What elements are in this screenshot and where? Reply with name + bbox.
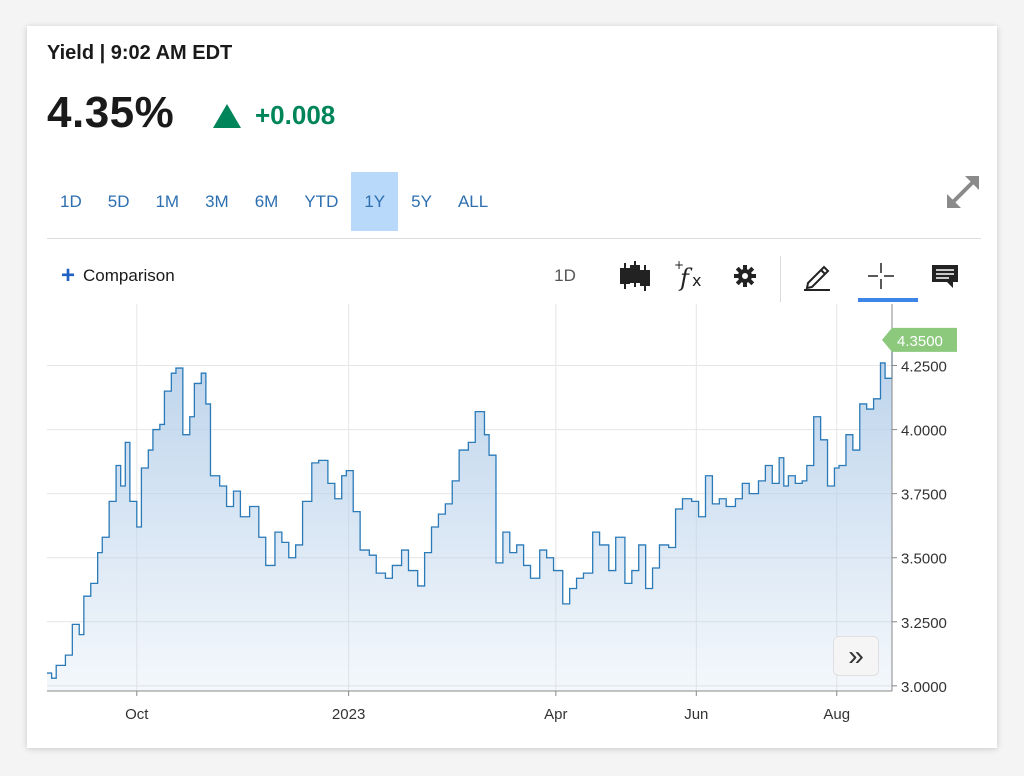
double-chevron-right-icon: » — [848, 640, 864, 671]
chart-toolbar: 1D + f x — [27, 256, 997, 302]
last-value-badge — [882, 327, 957, 352]
current-yield: 4.35% — [47, 88, 175, 137]
settings-button[interactable] — [727, 256, 763, 296]
chart-card: Yield | 9:02 AM EDT 4.35% +0.008 1D 5D 1M 3… — [27, 26, 997, 748]
page-title: Yield | 9:02 AM EDT — [47, 42, 233, 64]
y-tick-label: 3.7500 — [901, 487, 947, 504]
triangle-up-icon — [213, 103, 241, 128]
function-icon: + f x — [674, 260, 701, 292]
comment-icon — [932, 265, 958, 288]
x-tick-label: 2023 — [332, 706, 365, 723]
plus-icon: + — [61, 262, 76, 289]
expand-icon[interactable] — [943, 172, 983, 212]
range-tab-1d[interactable]: 1D — [60, 191, 82, 211]
change-value: +0.008 — [255, 100, 336, 130]
x-tick-label: Aug — [823, 706, 850, 723]
change-group: +0.008 — [213, 100, 335, 131]
yield-chart[interactable]: 3.0000 3.2500 3.5000 3.7500 4.0000 4.2500 Oct 2… — [27, 26, 997, 748]
scroll-latest-button[interactable]: » — [833, 636, 879, 676]
crosshair-icon — [868, 263, 894, 289]
candlestick-button[interactable] — [617, 256, 653, 296]
range-tab-6m[interactable]: 6M — [254, 191, 279, 211]
interval-button[interactable]: 1D — [547, 256, 583, 296]
x-tick-label: Oct — [125, 706, 149, 723]
range-tab-3m[interactable]: 3M — [205, 191, 229, 211]
range-tab-1y[interactable]: 1Y — [351, 172, 399, 231]
gear-icon — [734, 265, 756, 287]
toolbar-separator — [780, 256, 781, 302]
candlestick-icon — [620, 261, 650, 291]
interval-label: 1D — [554, 266, 576, 285]
svg-text:x: x — [692, 271, 701, 290]
y-tick-label: 3.0000 — [901, 679, 947, 696]
y-tick-label: 3.5000 — [901, 551, 947, 568]
range-tab-1m[interactable]: 1M — [155, 191, 180, 211]
y-tick-label: 3.2500 — [901, 615, 947, 632]
x-tick-label: Apr — [544, 706, 567, 723]
series-area — [47, 339, 892, 691]
crosshair-button[interactable] — [863, 256, 899, 296]
add-comparison-button[interactable]: + Comparison — [61, 262, 175, 289]
draw-button[interactable] — [799, 256, 835, 296]
indicators-button[interactable]: + f x — [671, 256, 707, 296]
comparison-label: Comparison — [83, 266, 175, 285]
range-tab-5y[interactable]: 5Y — [411, 191, 432, 211]
range-tab-all[interactable]: ALL — [457, 191, 489, 211]
series-line — [47, 339, 893, 679]
pencil-icon — [804, 265, 830, 291]
range-tab-ytd[interactable]: YTD — [304, 191, 339, 211]
y-tick-label: 4.2500 — [901, 359, 947, 376]
last-value-label: 4.3500 — [897, 333, 943, 350]
range-selector: 1D 5D 1M 3M 6M YTD 1Y 5Y ALL — [47, 172, 501, 231]
x-tick-label: Jun — [684, 706, 708, 723]
annotation-button[interactable] — [927, 256, 963, 296]
active-tool-indicator — [858, 298, 918, 302]
range-tab-5d[interactable]: 5D — [107, 191, 130, 211]
svg-text:+: + — [674, 260, 684, 272]
divider — [47, 238, 981, 239]
y-tick-label: 4.0000 — [901, 423, 947, 440]
